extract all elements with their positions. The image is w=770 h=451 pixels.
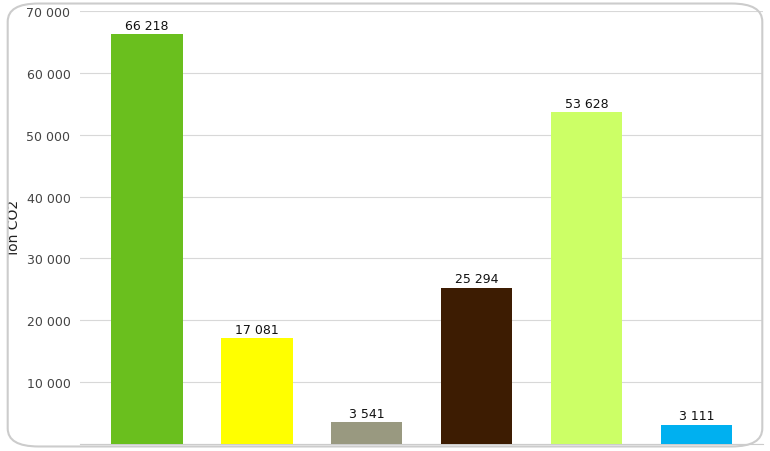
Bar [331, 422, 403, 444]
Bar [551, 113, 622, 444]
Bar [111, 35, 182, 444]
Text: 17 081: 17 081 [235, 323, 279, 336]
Bar [661, 425, 732, 444]
Text: 3 541: 3 541 [349, 407, 384, 420]
Text: 66 218: 66 218 [126, 20, 169, 33]
Bar [441, 288, 512, 444]
Text: 25 294: 25 294 [455, 272, 498, 285]
Bar [221, 339, 293, 444]
Text: 53 628: 53 628 [564, 97, 608, 110]
Y-axis label: Ton CO2: Ton CO2 [7, 199, 21, 257]
Text: 3 111: 3 111 [678, 410, 714, 423]
